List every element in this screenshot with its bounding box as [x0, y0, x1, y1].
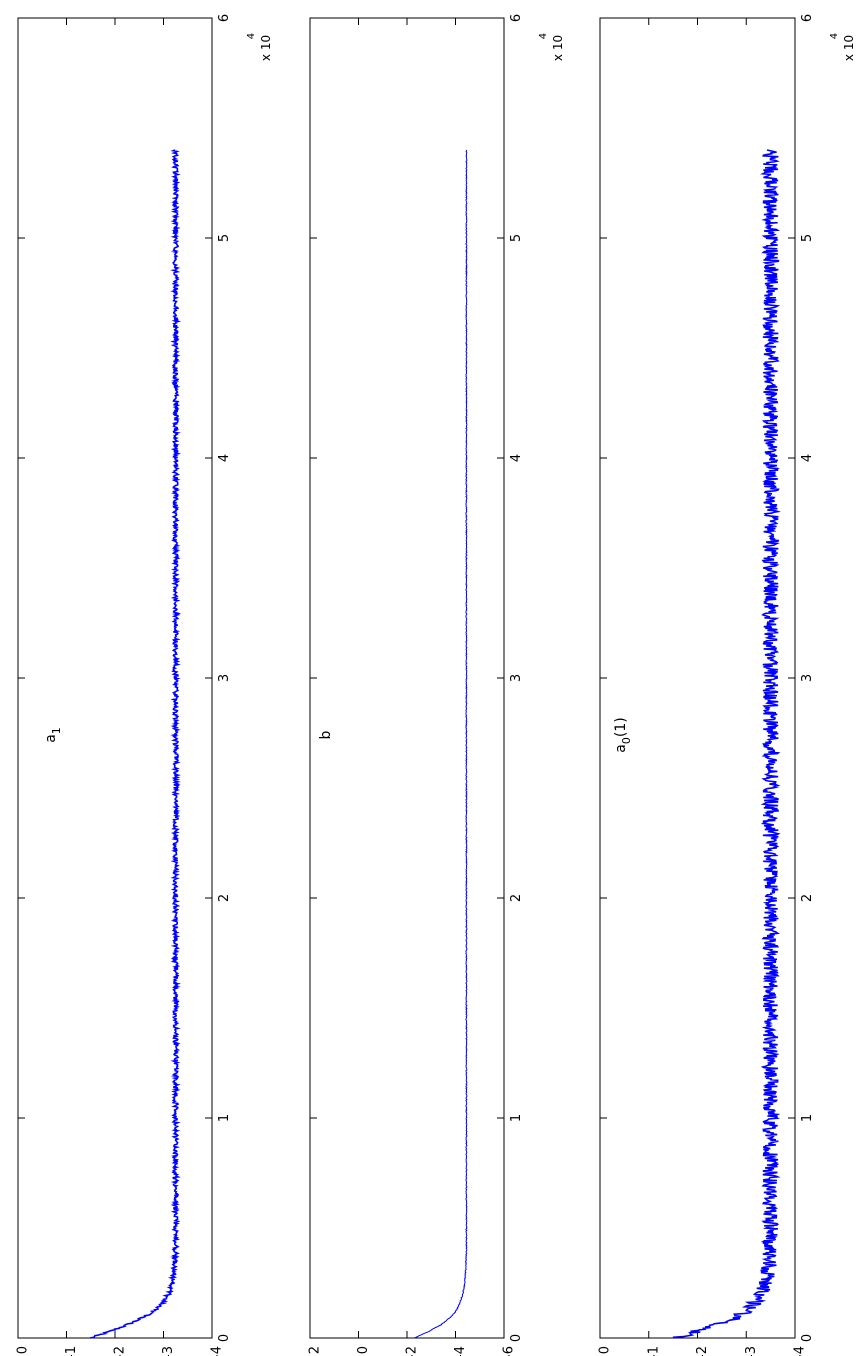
x-tick-label: 1	[509, 1114, 524, 1122]
series-line	[672, 149, 782, 1339]
x-multiplier-exponent: 4	[538, 33, 549, 39]
y-tick-label: -4	[453, 1346, 468, 1356]
x-tick-label: 4	[800, 454, 815, 462]
y-tick-label: 0	[16, 1346, 31, 1354]
y-tick-label: -4	[793, 1346, 808, 1356]
x-tick-label: 5	[217, 234, 232, 242]
y-tick-label: -1	[64, 1346, 79, 1356]
y-tick-label: 0	[356, 1346, 371, 1354]
y-tick-label: -6	[502, 1346, 517, 1356]
y-tick-label: 2	[308, 1346, 323, 1354]
x-tick-label: 6	[509, 14, 524, 22]
y-tick-label: -4	[210, 1346, 225, 1356]
plot-frame	[309, 17, 505, 1339]
x-tick-label: 0	[217, 1334, 232, 1342]
y-tick-label: -2	[113, 1346, 128, 1356]
series-annotation: a0(1)	[613, 717, 633, 752]
x-tick-label: 3	[800, 674, 815, 682]
x-tick-label: 5	[509, 234, 524, 242]
x-tick-label: 1	[217, 1114, 232, 1122]
series-line	[89, 149, 182, 1339]
x-tick-label: 2	[800, 894, 815, 902]
x-tick-label: 0	[509, 1334, 524, 1342]
x-multiplier-label: x 10	[842, 35, 856, 61]
x-multiplier-label: x 10	[259, 35, 273, 61]
plot-frame	[17, 17, 213, 1339]
y-tick-label: -1	[646, 1346, 661, 1356]
x-multiplier-exponent: 4	[246, 33, 257, 39]
x-tick-label: 2	[509, 894, 524, 902]
x-tick-label: 3	[509, 674, 524, 682]
series-annotation: a1	[43, 727, 63, 743]
x-multiplier-label: x 10	[551, 35, 565, 61]
y-tick-label: -3	[161, 1346, 176, 1356]
x-multiplier-exponent: 4	[829, 33, 840, 39]
series-annotation: b	[318, 730, 334, 739]
y-tick-label: 0	[598, 1346, 613, 1354]
x-tick-label: 6	[800, 14, 815, 22]
x-tick-label: 0	[800, 1334, 815, 1342]
x-tick-label: 2	[217, 894, 232, 902]
x-tick-label: 4	[217, 454, 232, 462]
x-tick-label: 5	[800, 234, 815, 242]
y-tick-label: -3	[744, 1346, 759, 1356]
series-line	[414, 149, 468, 1339]
x-tick-label: 6	[217, 14, 232, 22]
y-tick-label: -2	[695, 1346, 710, 1356]
x-tick-label: 3	[217, 674, 232, 682]
x-tick-label: 4	[509, 454, 524, 462]
y-tick-label: -2	[405, 1346, 420, 1356]
plot-frame	[599, 17, 796, 1339]
x-tick-label: 1	[800, 1114, 815, 1122]
